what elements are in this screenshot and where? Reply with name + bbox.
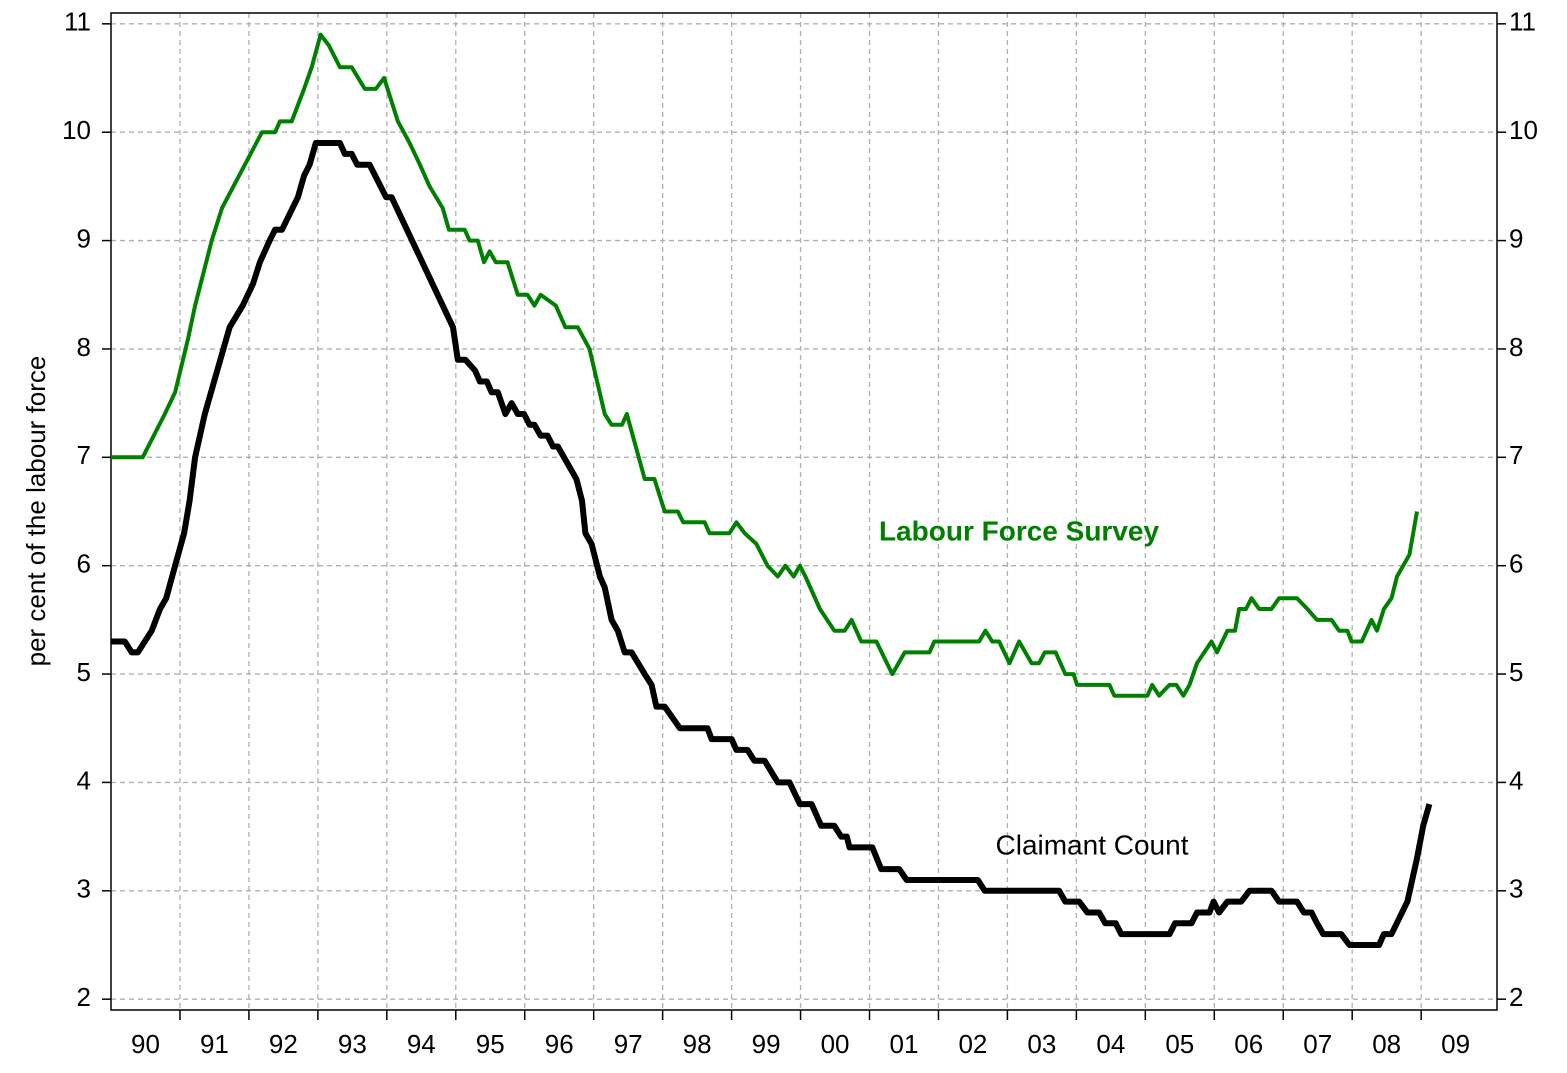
y2-tick-label: 2 [1509,982,1523,1012]
x-tick-label: 92 [269,1029,298,1059]
x-tick-label: 07 [1303,1029,1332,1059]
series-line [111,140,1433,948]
x-tick-label: 08 [1372,1029,1401,1059]
x-tick-label: 00 [821,1029,850,1059]
x-tick-label: 06 [1234,1029,1263,1059]
y-tick-label: 6 [77,549,91,579]
x-tick-label: 09 [1441,1029,1470,1059]
y2-tick-label: 8 [1509,332,1523,362]
y-tick-label: 8 [77,332,91,362]
x-tick-label: 90 [131,1029,160,1059]
y2-tick-label: 5 [1509,657,1523,687]
y-tick-label: 5 [77,657,91,687]
y2-tick-label: 7 [1509,440,1523,470]
x-tick-label: 96 [545,1029,574,1059]
y2-tick-label: 9 [1509,223,1523,253]
x-tick-label: 95 [476,1029,505,1059]
x-tick-label: 04 [1096,1029,1125,1059]
plot-frame [110,12,1498,1011]
x-tick-label: 03 [1027,1029,1056,1059]
y-tick-label: 10 [62,115,91,145]
x-tick-label: 02 [958,1029,987,1059]
x-tick-label: 05 [1165,1029,1194,1059]
x-tick-label: 01 [890,1029,919,1059]
x-tick-label: 97 [614,1029,643,1059]
x-tick-label: 94 [407,1029,436,1059]
x-tick-label: 98 [683,1029,712,1059]
y2-tick-label: 6 [1509,549,1523,579]
y-tick-label: 9 [77,223,91,253]
x-tick-label: 91 [200,1029,229,1059]
y-tick-label: 7 [77,440,91,470]
y2-tick-label: 4 [1509,765,1523,795]
series-label: Labour Force Survey [879,515,1160,546]
y-tick-label: 3 [77,874,91,904]
y2-tick-label: 3 [1509,874,1523,904]
y-tick-label: 4 [77,765,91,795]
x-tick-label: 99 [752,1029,781,1059]
y-axis-label: per cent of the labour force [21,356,51,667]
y-tick-label: 2 [77,982,91,1012]
series-line [111,32,1419,698]
x-tick-label: 93 [338,1029,367,1059]
y2-tick-label: 10 [1509,115,1538,145]
y2-tick-label: 11 [1509,7,1536,37]
y-tick-label: 11 [64,7,91,37]
series-label: Claimant Count [996,829,1189,860]
